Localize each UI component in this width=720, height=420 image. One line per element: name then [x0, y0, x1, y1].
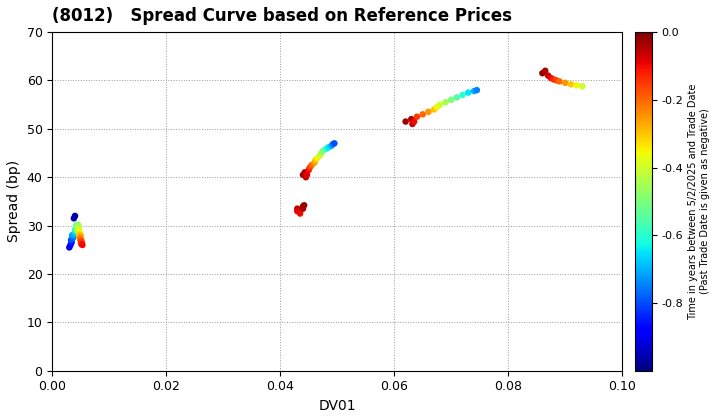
- Point: [292, 205, 303, 212]
- Point: [559, 79, 571, 86]
- Point: [69, 229, 81, 236]
- Point: [565, 81, 577, 88]
- Point: [306, 162, 318, 168]
- Point: [456, 92, 468, 98]
- Point: [315, 152, 326, 159]
- Point: [74, 236, 86, 242]
- Point: [309, 159, 320, 166]
- Point: [471, 87, 482, 94]
- Point: [69, 226, 81, 233]
- Point: [325, 142, 337, 149]
- Point: [428, 106, 440, 113]
- Point: [66, 239, 77, 246]
- Point: [73, 231, 85, 238]
- Point: [73, 228, 84, 235]
- Point: [292, 208, 303, 215]
- Point: [315, 150, 327, 156]
- Point: [76, 241, 88, 248]
- Point: [310, 157, 321, 164]
- Point: [300, 174, 312, 181]
- Point: [63, 244, 75, 251]
- Point: [446, 97, 457, 103]
- Point: [67, 234, 78, 241]
- Point: [551, 77, 562, 84]
- Point: [75, 238, 86, 244]
- Point: [73, 222, 84, 229]
- Point: [68, 231, 80, 238]
- Point: [328, 140, 340, 147]
- Point: [423, 108, 434, 115]
- Point: [462, 89, 474, 96]
- Point: [431, 104, 443, 110]
- Point: [71, 222, 82, 229]
- Point: [298, 202, 310, 209]
- Point: [294, 210, 306, 217]
- Point: [72, 221, 84, 228]
- Point: [577, 83, 588, 89]
- Text: (8012)   Spread Curve based on Reference Prices: (8012) Spread Curve based on Reference P…: [53, 7, 512, 25]
- Point: [71, 223, 83, 230]
- Point: [536, 70, 548, 76]
- Point: [297, 205, 309, 212]
- Point: [468, 88, 480, 94]
- Point: [72, 227, 84, 234]
- Point: [74, 229, 86, 236]
- Point: [320, 146, 332, 152]
- Point: [321, 145, 333, 152]
- Point: [76, 241, 87, 247]
- Point: [312, 155, 323, 161]
- Point: [74, 234, 86, 241]
- Point: [318, 147, 329, 154]
- Point: [554, 78, 565, 85]
- Point: [451, 94, 463, 101]
- Point: [71, 225, 83, 231]
- Point: [539, 67, 551, 74]
- Point: [548, 76, 559, 83]
- Y-axis label: Spread (bp): Spread (bp): [7, 160, 21, 242]
- Point: [75, 233, 86, 240]
- Point: [68, 215, 80, 222]
- Point: [301, 171, 312, 178]
- Y-axis label: Time in years between 5/2/2025 and Trade Date
(Past Trade Date is given as negat: Time in years between 5/2/2025 and Trade…: [688, 83, 710, 320]
- Point: [545, 75, 557, 81]
- Point: [76, 237, 87, 244]
- Point: [71, 224, 83, 231]
- Point: [417, 111, 428, 118]
- Point: [571, 82, 582, 89]
- Point: [304, 164, 315, 171]
- Point: [66, 236, 78, 242]
- Point: [405, 116, 417, 123]
- Point: [440, 99, 451, 105]
- X-axis label: DV01: DV01: [318, 399, 356, 413]
- Point: [66, 237, 77, 244]
- Point: [303, 167, 315, 173]
- Point: [70, 228, 81, 235]
- Point: [323, 144, 334, 151]
- Point: [75, 232, 86, 239]
- Point: [407, 121, 418, 127]
- Point: [299, 169, 310, 176]
- Point: [65, 241, 76, 248]
- Point: [71, 227, 82, 234]
- Point: [69, 213, 81, 219]
- Point: [297, 171, 309, 178]
- Point: [542, 72, 554, 79]
- Point: [66, 232, 78, 239]
- Point: [76, 239, 88, 246]
- Point: [400, 118, 411, 125]
- Point: [68, 233, 79, 240]
- Point: [297, 203, 309, 210]
- Point: [408, 118, 420, 125]
- Point: [73, 225, 85, 231]
- Point: [434, 101, 446, 108]
- Point: [411, 113, 423, 120]
- Point: [327, 141, 338, 148]
